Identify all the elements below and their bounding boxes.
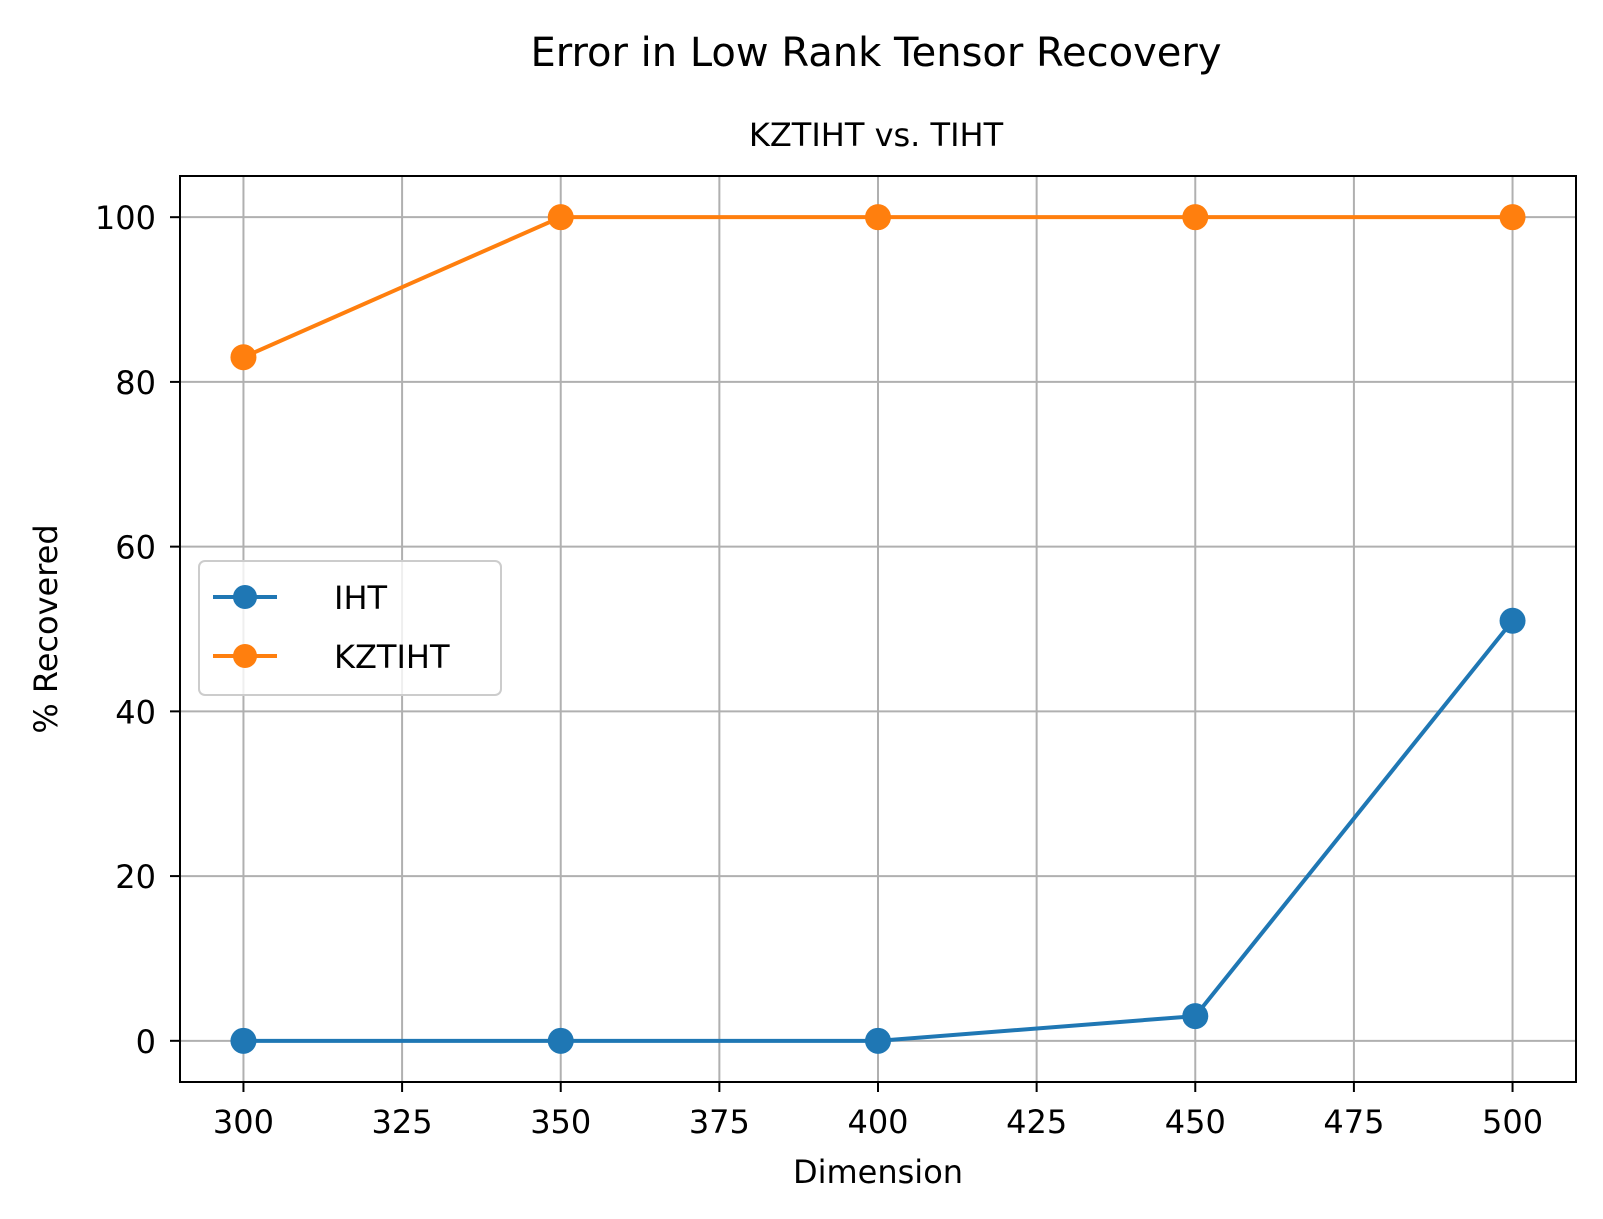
x-tick-label: 325	[372, 1103, 433, 1141]
y-axis-ticks: 0 20 40 60 80 100	[95, 199, 180, 1061]
y-tick-label: 20	[115, 858, 156, 896]
y-axis-label: % Recovered	[27, 524, 65, 733]
legend-marker-iht	[233, 585, 257, 609]
data-point-kztiht	[1182, 204, 1209, 231]
data-point-iht	[1499, 607, 1526, 634]
x-tick-label: 425	[1006, 1103, 1067, 1141]
x-axis-label: Dimension	[793, 1153, 963, 1191]
x-tick-label: 400	[847, 1103, 908, 1141]
data-point-iht	[865, 1027, 891, 1054]
grid-lines	[180, 176, 1576, 1082]
legend: IHT KZTIHT	[198, 560, 502, 696]
legend-box	[198, 560, 502, 696]
data-point-kztiht	[230, 344, 257, 371]
data-point-kztiht	[547, 204, 574, 231]
legend-marker-kztiht	[233, 644, 257, 668]
chart-title: Error in Low Rank Tensor Recovery	[530, 30, 1221, 76]
x-axis-ticks: 300 325 350 375 400 425 450 475 500	[213, 1082, 1543, 1141]
x-tick-label: 375	[689, 1103, 750, 1141]
y-tick-label: 100	[95, 199, 156, 237]
plot-frame	[179, 175, 1577, 1083]
x-tick-label: 300	[213, 1103, 274, 1141]
chart-subtitle: KZTIHT vs. TIHT	[749, 116, 1004, 154]
y-tick-label: 60	[115, 529, 156, 567]
data-point-iht	[547, 1027, 574, 1054]
y-tick-label: 80	[115, 364, 156, 402]
legend-label-iht: IHT	[334, 579, 388, 617]
legend-label-kztiht: KZTIHT	[334, 638, 450, 676]
x-tick-label: 350	[530, 1103, 591, 1141]
data-point-kztiht	[865, 204, 891, 231]
data-point-iht	[230, 1027, 257, 1054]
x-tick-label: 500	[1482, 1103, 1543, 1141]
y-tick-label: 40	[115, 693, 156, 731]
data-point-kztiht	[1499, 204, 1526, 231]
x-tick-label: 450	[1165, 1103, 1226, 1141]
series-layer	[230, 204, 1526, 1054]
x-tick-label: 475	[1323, 1103, 1384, 1141]
data-point-iht	[1182, 1003, 1209, 1030]
y-tick-label: 0	[136, 1023, 156, 1061]
